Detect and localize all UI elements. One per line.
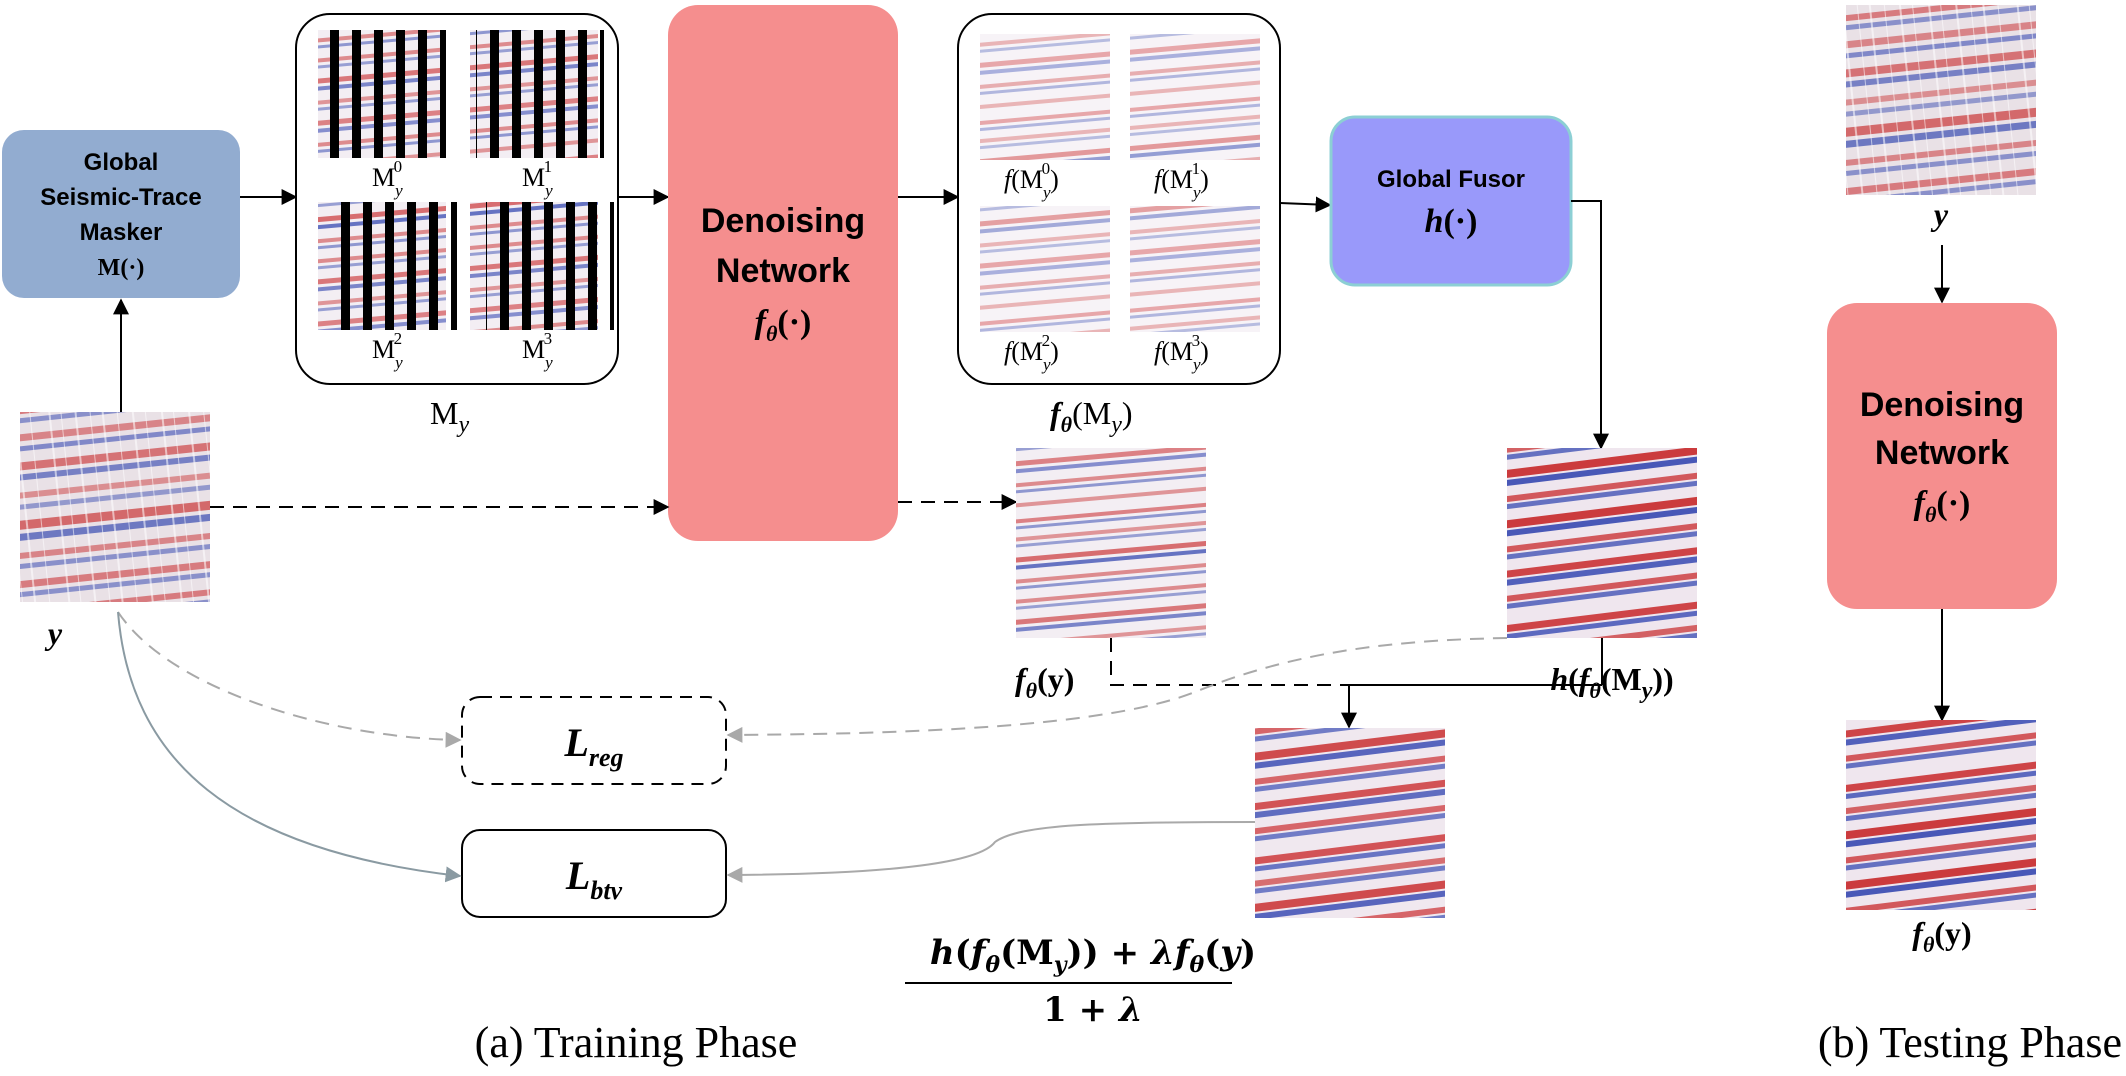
output-tile-3 [1130,206,1260,332]
arrow-weighted-output-to-loss-btv [726,821,1256,883]
dashed-merge-line [1110,638,1349,686]
masked-tile-0 [318,30,446,158]
testing-output-label: fθ(y) [1912,915,1971,957]
masked-set-label: My [430,395,469,438]
global-seismic-trace-masker: Global Seismic-Trace Masker M(·) [2,130,240,298]
masked-tile-3 [470,202,614,330]
arrow-output-set-to-fusor [1279,196,1332,213]
output-tile-2 [980,206,1110,332]
testing-denoising-network: Denoising Network fθ(·) [1827,303,2057,609]
testing-network-line-1: Denoising [1860,386,2024,424]
fusor-line-1: Global Fusor [1377,166,1525,193]
testing-input-seismic-image [1846,5,2036,195]
loss-reg-label: Lreg [563,720,623,772]
training-network-symbol: fθ(·) [755,304,812,346]
formula-denominator: 1 + λ [1043,990,1143,1030]
output-tile-0 [980,34,1110,160]
masked-tile-1 [470,30,604,158]
training-denoising-network: Denoising Network fθ(·) [668,5,898,541]
masker-line-1: Global [84,149,159,176]
weighted-output-formula: h(fθ(My)) + λfθ(y) 1 + λ [905,933,1256,1030]
training-input-seismic-image [20,412,210,602]
masked-tile-2 [318,202,457,330]
testing-input-label: y [1930,196,1949,232]
testing-phase-caption: (b) Testing Phase [1818,1018,2122,1067]
loss-btv-label: Lbtv [565,853,623,905]
testing-network-line-2: Network [1875,434,2009,472]
direct-output-seismic-image [1016,448,1206,638]
global-fusor: Global Fusor h(·) [1329,115,1573,287]
output-set-label: fθ(My) [1050,395,1133,438]
output-tile-1 [1130,34,1260,160]
masker-line-2: Seismic-Trace [40,184,201,211]
testing-network-symbol: fθ(·) [1914,485,1971,527]
arrow-input-to-loss-reg [117,611,462,748]
output-set-panel: f(My0) f(My1) f(My2) f(My3) [957,13,1281,385]
loss-btv-box: Lbtv [461,829,727,918]
training-phase-caption: (a) Training Phase [475,1018,798,1067]
direct-output-label: fθ(y) [1015,661,1074,703]
training-network-line-1: Denoising [701,202,865,240]
arrow-input-to-loss-btv [117,611,462,883]
training-input-label: y [44,615,63,651]
arrow-fusor-to-fused-output [1571,200,1609,450]
masker-symbol: M(·) [98,255,145,281]
fused-output-seismic-image [1507,448,1697,638]
loss-reg-box: Lreg [461,696,727,785]
formula-numerator: h(fθ(My)) + λfθ(y) [930,933,1256,978]
fused-output-label: h(fθ(My)) [1550,661,1673,704]
masker-line-3: Masker [80,219,163,246]
weighted-output-seismic-image [1255,728,1445,918]
fusor-symbol: h(·) [1425,203,1478,240]
training-network-line-2: Network [716,252,850,290]
masked-set-panel: My0 My1 My2 My3 [295,13,619,385]
arrow-fused-output-to-loss-reg [726,637,1508,743]
testing-output-seismic-image [1846,720,2036,910]
